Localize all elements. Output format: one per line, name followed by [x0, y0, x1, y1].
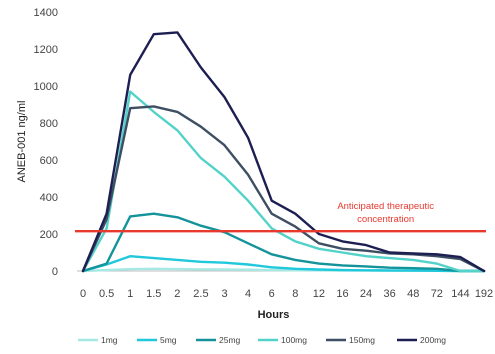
- x-tick-label: 2: [174, 288, 180, 300]
- y-tick-label: 800: [40, 118, 58, 130]
- x-tick-label: 0.5: [99, 288, 114, 300]
- y-tick-label: 200: [40, 229, 58, 241]
- x-tick-label: 4: [245, 288, 251, 300]
- y-tick-label: 1400: [34, 7, 58, 19]
- x-tick-label: 1.5: [146, 288, 161, 300]
- x-tick-label: 48: [407, 288, 419, 300]
- legend: 1mg 5mg 25mg 100mg 150mg 200mg: [78, 335, 446, 345]
- legend-label: 200mg: [420, 335, 446, 345]
- legend-label: 100mg: [281, 335, 307, 345]
- x-tick-label: 6: [269, 288, 275, 300]
- x-tick-label: 24: [360, 288, 372, 300]
- x-tick-label: 8: [292, 288, 298, 300]
- series-line-5mg: [81, 255, 486, 273]
- x-tick-label: 192: [475, 288, 493, 300]
- legend-label: 5mg: [160, 335, 177, 345]
- series-lines: [81, 31, 486, 273]
- legend-label: 1mg: [101, 335, 118, 345]
- y-tick-label: 400: [40, 192, 58, 204]
- axes: 0 200 400 600 800 1000 1200 1400 0 0.5 1 1.5 2 2.5 3 4 6…: [34, 7, 494, 300]
- y-tick-label: 0: [52, 266, 58, 278]
- threshold-label-line1: Anticipated therapeutic: [337, 201, 434, 212]
- series-line-200mg: [81, 31, 486, 273]
- x-tick-label: 12: [313, 288, 325, 300]
- y-tick-label: 1000: [34, 81, 58, 93]
- y-axis-title: ANEB-001 ng/ml: [16, 101, 28, 183]
- x-tick-label: 2.5: [193, 288, 208, 300]
- series-line-150mg: [81, 105, 486, 273]
- legend-label: 150mg: [349, 335, 375, 345]
- series-line-100mg: [81, 90, 486, 273]
- threshold-layer: Anticipated therapeutic concentration: [75, 201, 486, 233]
- legend-label: 25mg: [219, 335, 241, 345]
- threshold-label-line2: concentration: [357, 214, 414, 225]
- x-tick-label: 36: [384, 288, 396, 300]
- x-tick-label: 16: [336, 288, 348, 300]
- x-tick-label: 144: [451, 288, 469, 300]
- x-tick-label: 1: [127, 288, 133, 300]
- x-tick-label: 72: [431, 288, 443, 300]
- y-tick-label: 600: [40, 155, 58, 167]
- x-tick-label: 3: [221, 288, 227, 300]
- x-tick-label: 0: [80, 288, 86, 300]
- y-tick-label: 1200: [34, 44, 58, 56]
- series-line-25mg: [81, 212, 486, 273]
- x-axis-title: Hours: [258, 309, 290, 321]
